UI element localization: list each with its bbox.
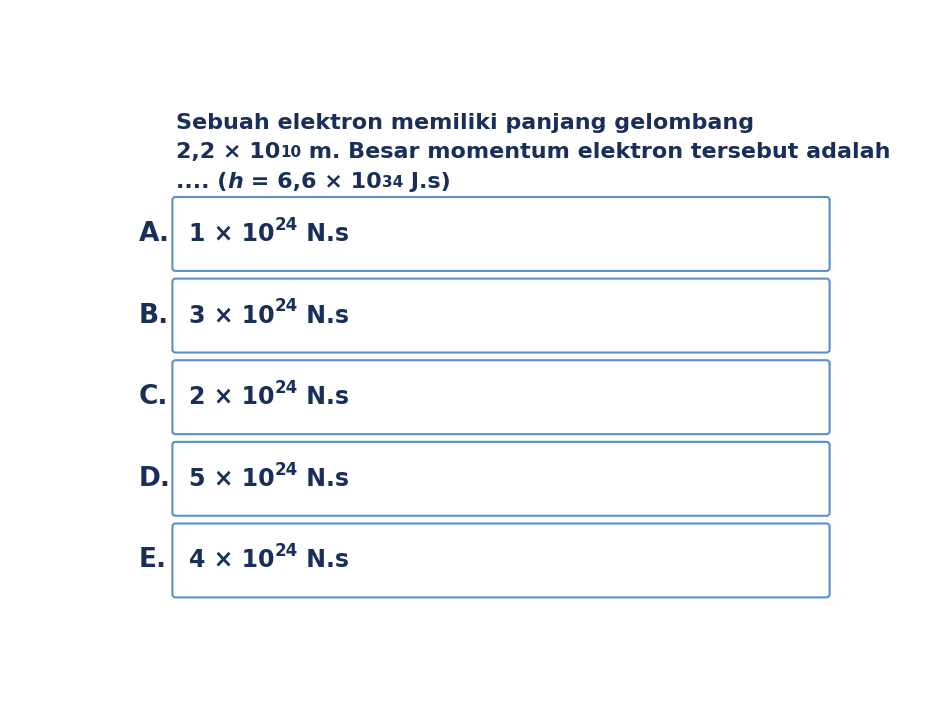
Text: B.: B. — [139, 303, 169, 329]
Text: N.s: N.s — [299, 385, 349, 409]
Text: N.s: N.s — [299, 303, 349, 327]
Text: N.s: N.s — [299, 467, 349, 491]
Text: N.s: N.s — [299, 222, 349, 246]
Text: 3 × 10: 3 × 10 — [190, 303, 275, 327]
Text: 2,2 × 10: 2,2 × 10 — [176, 143, 280, 162]
Text: 24: 24 — [275, 460, 299, 479]
Text: 1 × 10: 1 × 10 — [190, 222, 275, 246]
Text: h: h — [227, 172, 243, 192]
FancyBboxPatch shape — [173, 442, 829, 515]
Text: 2 × 10: 2 × 10 — [190, 385, 275, 409]
Text: 24: 24 — [275, 379, 299, 397]
FancyBboxPatch shape — [173, 523, 829, 597]
Text: C.: C. — [139, 384, 169, 411]
FancyBboxPatch shape — [173, 361, 829, 434]
FancyBboxPatch shape — [173, 197, 829, 271]
Text: .... (: .... ( — [176, 172, 227, 192]
Text: E.: E. — [139, 547, 167, 573]
Text: = 6,6 × 10: = 6,6 × 10 — [243, 172, 381, 192]
Text: J.s): J.s) — [403, 172, 451, 192]
Text: N.s: N.s — [299, 549, 349, 573]
Text: 34: 34 — [381, 174, 403, 190]
FancyBboxPatch shape — [173, 279, 829, 353]
Text: m. Besar momentum elektron tersebut adalah: m. Besar momentum elektron tersebut adal… — [301, 143, 890, 162]
Text: Sebuah elektron memiliki panjang gelombang: Sebuah elektron memiliki panjang gelomba… — [176, 113, 754, 133]
Text: A.: A. — [139, 221, 170, 247]
Text: 5 × 10: 5 × 10 — [190, 467, 275, 491]
Text: D.: D. — [139, 466, 171, 492]
Text: 4 × 10: 4 × 10 — [190, 549, 275, 573]
Text: 24: 24 — [275, 542, 299, 560]
Text: 24: 24 — [275, 216, 299, 234]
Text: 10: 10 — [280, 146, 301, 161]
Text: 24: 24 — [275, 298, 299, 316]
